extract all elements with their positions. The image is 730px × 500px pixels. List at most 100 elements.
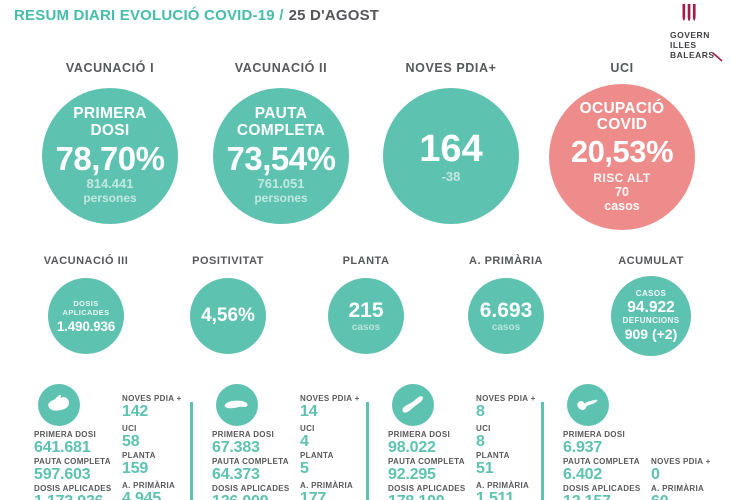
stat-value: 5 bbox=[300, 460, 309, 477]
stat-value: 98.022 bbox=[388, 439, 436, 456]
stat-value: 8 bbox=[476, 433, 485, 450]
kpi-circle-planta: 215 casos bbox=[328, 278, 404, 354]
stat-label: NOVES PDIA + bbox=[300, 394, 360, 403]
stat-label: PRIMERA DOSI bbox=[563, 430, 625, 439]
kpi-count: 761.051 bbox=[257, 176, 305, 192]
stat-label: A. PRIMÀRIA bbox=[651, 484, 705, 493]
stat-label: UCI bbox=[300, 424, 315, 433]
kpi-circle-acumulat: CASOS 94.922 DEFUNCIONS 909 (+2) bbox=[611, 276, 691, 356]
column-divider bbox=[366, 402, 369, 500]
island-column-formentera: PRIMERA DOSI 6.937 PAUTA COMPLETA 6.402 … bbox=[549, 380, 725, 500]
stat-label: DOSIS APLICADES bbox=[388, 484, 466, 493]
kpi-circle-noves-pdia: 164 -38 bbox=[383, 88, 519, 224]
stat-value: 1.511 bbox=[476, 490, 515, 500]
kpi-unit: casos bbox=[491, 321, 521, 333]
stat-value: 92.295 bbox=[388, 466, 436, 483]
kpi-change: -38 bbox=[441, 168, 461, 184]
kpi-value: 6.693 bbox=[479, 298, 533, 322]
stat-value: 177 bbox=[300, 490, 327, 500]
island-column-eivissa: PRIMERA DOSI 98.022 PAUTA COMPLETA 92.29… bbox=[374, 380, 550, 500]
kpi-header-noves-pdia: NOVES PDIA+ bbox=[405, 61, 497, 75]
stat-label: PAUTA COMPLETA bbox=[212, 457, 289, 466]
eivissa-island-icon bbox=[392, 384, 434, 426]
stat-value: 1.173.936 bbox=[34, 493, 104, 500]
stat-label: A. PRIMÀRIA bbox=[122, 481, 176, 490]
column-divider bbox=[541, 402, 544, 500]
stat-label: NOVES PDIA + bbox=[651, 457, 711, 466]
kpi-percent: 78,70% bbox=[55, 139, 165, 177]
kpi-count: 814.441 bbox=[86, 176, 134, 192]
kpi-label: PAUTA COMPLETA bbox=[236, 105, 326, 140]
kpi-label: DOSIS APLICADES bbox=[62, 298, 110, 317]
kpi-unit: casos bbox=[351, 321, 381, 333]
kpi-header-a-primaria: A. PRIMÀRIA bbox=[469, 255, 543, 267]
kpi-label: PRIMERA DOSI bbox=[73, 105, 147, 140]
menorca-island-icon bbox=[216, 384, 258, 426]
stat-label: PAUTA COMPLETA bbox=[563, 457, 640, 466]
kpi-cases-value: 94.922 bbox=[627, 299, 675, 317]
kpi-cases-unit: casos bbox=[604, 199, 640, 213]
stat-value: 0 bbox=[651, 466, 660, 483]
stat-label: PLANTA bbox=[122, 451, 156, 460]
stat-value: 14 bbox=[300, 403, 318, 420]
logo-text: GOVERN ILLES BALEARS bbox=[670, 30, 728, 62]
kpi-label: OCUPACIÓ COVID bbox=[579, 99, 665, 134]
island-column-menorca: PRIMERA DOSI 67.383 PAUTA COMPLETA 64.37… bbox=[198, 380, 374, 500]
stat-label: UCI bbox=[476, 424, 491, 433]
stat-value: 8 bbox=[476, 403, 485, 420]
govern-illes-balears-logo: GOVERN ILLES BALEARS bbox=[670, 4, 728, 62]
kpi-risk-level: RISC ALT bbox=[593, 170, 651, 185]
kpi-cases: 70 bbox=[615, 184, 629, 199]
kpi-circle-uci-ocupacio: OCUPACIÓ COVID 20,53% RISC ALT 70 casos bbox=[549, 84, 695, 230]
kpi-header-vacunacio-2: VACUNACIÓ II bbox=[234, 61, 328, 75]
kpi-circle-pauta-completa: PAUTA COMPLETA 73,54% 761.051 persones bbox=[213, 88, 349, 224]
stat-label: PLANTA bbox=[300, 451, 334, 460]
mallorca-island-icon bbox=[38, 384, 80, 426]
stat-label: UCI bbox=[122, 424, 137, 433]
stat-value: 58 bbox=[122, 433, 140, 450]
stat-value: 4.945 bbox=[122, 490, 162, 500]
stat-label: DOSIS APLICADES bbox=[212, 484, 290, 493]
kpi-value: 215 bbox=[348, 298, 384, 322]
stat-value: 126.009 bbox=[212, 493, 269, 500]
stat-label: PLANTA bbox=[476, 451, 510, 460]
stat-label: DOSIS APLICADES bbox=[34, 484, 112, 493]
stat-label: PRIMERA DOSI bbox=[34, 430, 96, 439]
stat-value: 178.100 bbox=[388, 493, 445, 500]
stat-value: 51 bbox=[476, 460, 494, 477]
kpi-circle-positivitat: 4,56% bbox=[190, 278, 266, 354]
kpi-header-acumulat: ACUMULAT bbox=[618, 255, 684, 267]
page-title: RESUM DIARI EVOLUCIÓ COVID-19 /25 D'AGOS… bbox=[14, 7, 379, 24]
logo-line-1: GOVERN bbox=[670, 30, 710, 40]
stat-value: 6.402 bbox=[563, 466, 603, 483]
title-date: 25 D'AGOST bbox=[288, 7, 380, 24]
logo-line-2: ILLES bbox=[670, 40, 697, 51]
island-column-mallorca: PRIMERA DOSI 641.681 PAUTA COMPLETA 597.… bbox=[20, 380, 196, 500]
stat-value: 12.157 bbox=[563, 493, 611, 500]
kpi-cases-label: CASOS bbox=[635, 289, 667, 299]
kpi-deaths-value: 909 (+2) bbox=[624, 325, 678, 342]
stat-value: 142 bbox=[122, 403, 149, 420]
stat-value: 159 bbox=[122, 460, 149, 477]
stat-label: DOSIS APLICADES bbox=[563, 484, 641, 493]
title-accent: RESUM DIARI EVOLUCIÓ COVID-19 / bbox=[14, 7, 284, 24]
kpi-header-vacunacio-3: VACUNACIÓ III bbox=[43, 255, 129, 267]
kpi-header-planta: PLANTA bbox=[342, 255, 390, 267]
stat-label: A. PRIMÀRIA bbox=[300, 481, 354, 490]
stat-value: 60 bbox=[651, 493, 669, 500]
kpi-circle-dosis-aplicades: DOSIS APLICADES 1.490.936 bbox=[48, 278, 124, 354]
kpi-percent: 73,54% bbox=[226, 139, 336, 177]
stat-value: 64.373 bbox=[212, 466, 260, 483]
senyera-crest-icon bbox=[682, 4, 696, 22]
stat-value: 641.681 bbox=[34, 439, 91, 456]
stat-label: PAUTA COMPLETA bbox=[34, 457, 111, 466]
formentera-island-icon bbox=[567, 384, 609, 426]
stat-value: 597.603 bbox=[34, 466, 91, 483]
stat-label: PAUTA COMPLETA bbox=[388, 457, 465, 466]
kpi-header-uci: UCI bbox=[610, 61, 634, 75]
stat-label: PRIMERA DOSI bbox=[388, 430, 450, 439]
kpi-header-positivitat: POSITIVITAT bbox=[192, 255, 264, 267]
stat-value: 4 bbox=[300, 433, 309, 450]
kpi-count-unit: persones bbox=[83, 191, 137, 206]
